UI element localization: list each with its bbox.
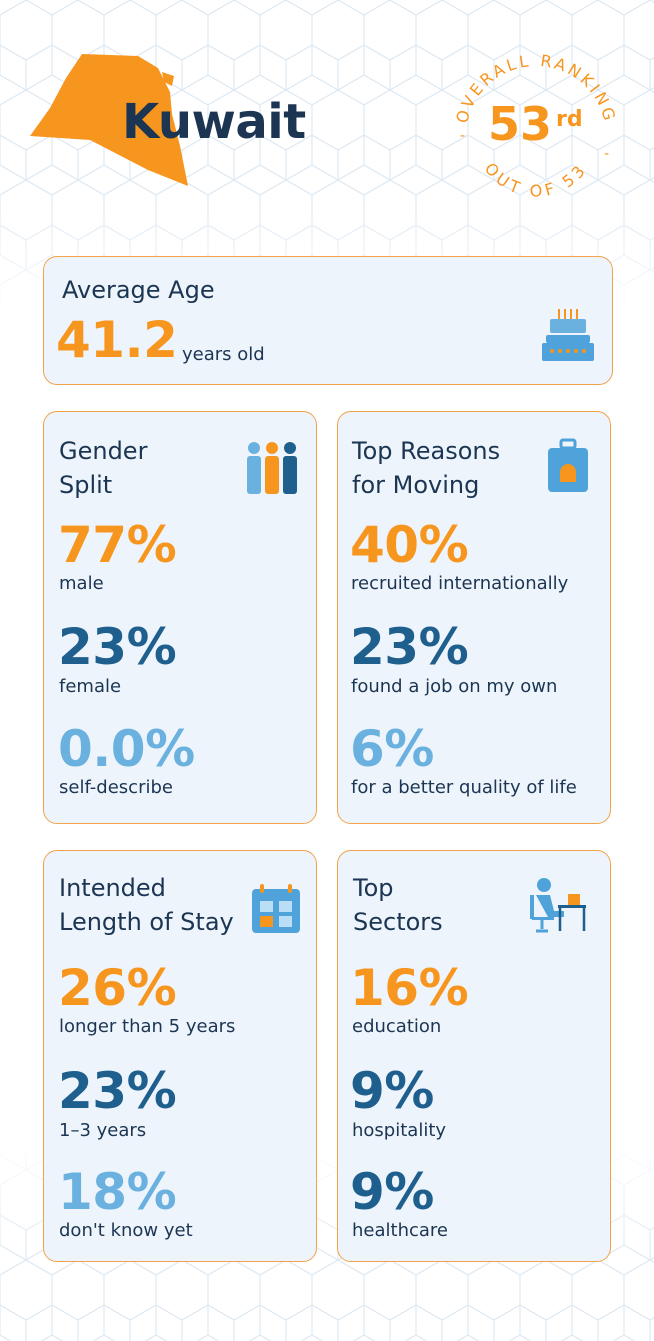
average-age-unit: years old xyxy=(182,344,265,365)
gender-stat-label-2: female xyxy=(59,676,122,697)
ranking-value: 53 xyxy=(488,97,552,151)
birthday-cake-icon xyxy=(542,309,594,361)
stay-stat-label-3: don't know yet xyxy=(59,1220,193,1241)
suitcase-icon xyxy=(548,438,588,492)
reasons-title-line2: for Moving xyxy=(352,471,480,499)
reasons-stat-value-2: 23% xyxy=(350,618,469,676)
gender-title-line1: Gender xyxy=(59,437,148,465)
stay-stat-label-2: 1–3 years xyxy=(59,1120,147,1141)
reasons-stat-value-3: 6% xyxy=(350,720,434,778)
sectors-title-line1: Top xyxy=(353,874,394,902)
stay-stat-label-1: longer than 5 years xyxy=(59,1016,236,1037)
ranking-bottom-text: OUT OF 53 xyxy=(481,159,591,201)
gender-stat-value-1: 77% xyxy=(58,516,177,574)
gender-stat-label-3: self-describe xyxy=(59,777,173,798)
reasons-stat-label-1: recruited internationally xyxy=(351,573,569,594)
stay-title-line2: Length of Stay xyxy=(59,908,234,936)
calendar-icon xyxy=(252,884,300,933)
sectors-stat-label-3: healthcare xyxy=(352,1220,448,1241)
reasons-title-line1: Top Reasons xyxy=(352,437,501,465)
average-age-card: Average Age 41.2 years old xyxy=(43,256,613,385)
gender-stat-value-3: 0.0% xyxy=(58,720,195,778)
top-sectors-card: Top Sectors 16% education 9% hospitality… xyxy=(337,850,611,1262)
ranking-dash-left: - xyxy=(460,128,465,144)
ranking-suffix: rd xyxy=(556,107,583,132)
sectors-stat-value-3: 9% xyxy=(350,1163,434,1221)
average-age-value: 41.2 xyxy=(56,311,178,369)
sectors-stat-label-1: education xyxy=(352,1016,442,1037)
stay-stat-value-2: 23% xyxy=(58,1062,177,1120)
gender-stat-value-2: 23% xyxy=(58,618,177,676)
stay-title-line1: Intended xyxy=(59,874,166,902)
gender-title-line2: Split xyxy=(59,471,113,499)
sectors-stat-label-2: hospitality xyxy=(352,1120,447,1141)
sectors-stat-value-2: 9% xyxy=(350,1062,434,1120)
stay-stat-value-3: 18% xyxy=(58,1163,177,1221)
kuwait-map-shape xyxy=(30,54,188,186)
stay-stat-value-1: 26% xyxy=(58,959,177,1017)
ranking-dash-right: - xyxy=(604,146,609,162)
sectors-stat-value-1: 16% xyxy=(350,959,469,1017)
gender-split-card: Gender Split 77% male 23% female 0.0% se… xyxy=(43,411,317,824)
reasons-stat-label-2: found a job on my own xyxy=(351,676,558,697)
people-icon xyxy=(247,442,297,494)
person-at-desk-icon xyxy=(530,878,586,933)
reasons-stat-value-1: 40% xyxy=(350,516,469,574)
country-name: Kuwait xyxy=(122,94,306,150)
sectors-title-line2: Sectors xyxy=(353,908,443,936)
average-age-title: Average Age xyxy=(62,276,215,304)
overall-ranking-badge: OVERALL RANKING OUT OF 53 - - 53 rd xyxy=(452,51,617,201)
intended-stay-card: Intended Length of Stay 26% longer than … xyxy=(43,850,317,1262)
top-reasons-card: Top Reasons for Moving 40% recruited int… xyxy=(337,411,611,824)
gender-stat-label-1: male xyxy=(59,573,104,594)
reasons-stat-label-3: for a better quality of life xyxy=(351,777,577,798)
